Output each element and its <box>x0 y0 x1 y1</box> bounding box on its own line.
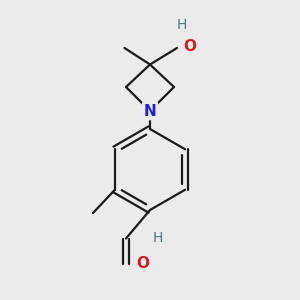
Text: N: N <box>144 103 156 118</box>
Text: H: H <box>153 232 164 245</box>
Text: H: H <box>176 18 187 32</box>
Text: O: O <box>183 39 196 54</box>
Text: O: O <box>136 256 149 272</box>
